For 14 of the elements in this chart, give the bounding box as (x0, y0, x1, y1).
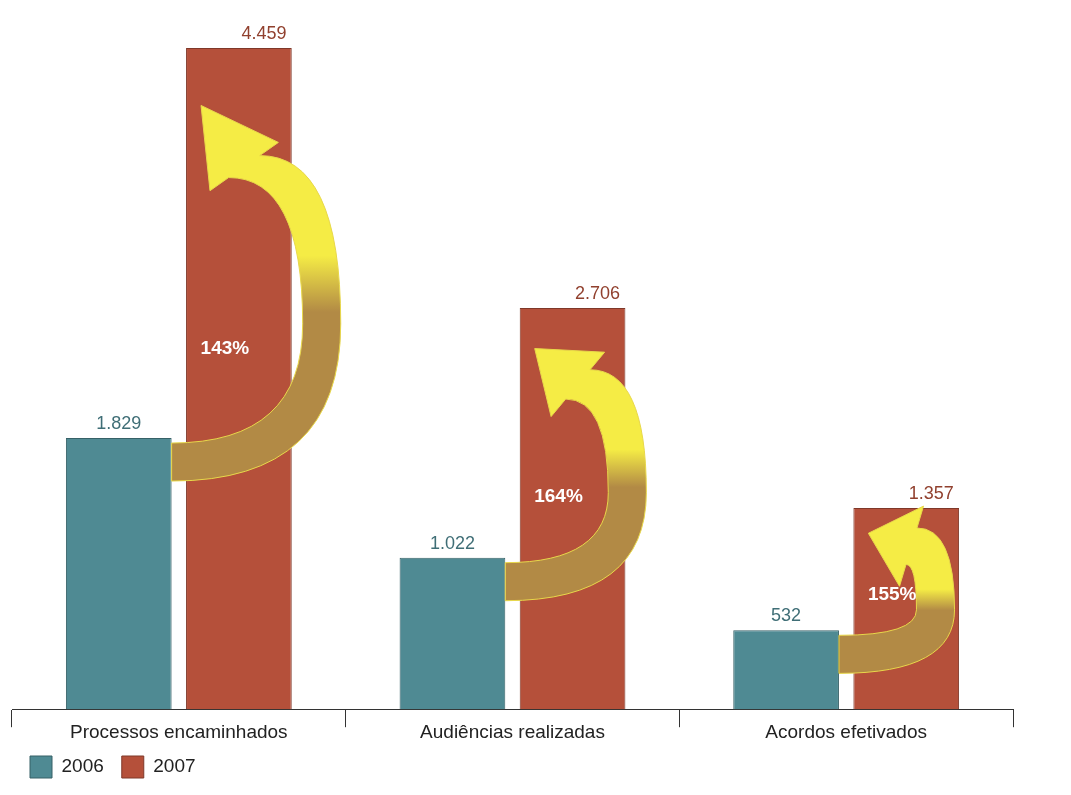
legend-label: 2007 (153, 755, 196, 777)
legend-label: 2006 (61, 755, 104, 777)
data-label: 1.022 (429, 532, 475, 553)
data-label: 2.706 (575, 282, 621, 303)
x-tick-label: Acordos efetivados (765, 720, 927, 742)
x-tick-label: Audiências realizadas (420, 720, 605, 742)
data-label: 1.357 (908, 482, 954, 503)
data-label: 1.829 (96, 412, 142, 433)
data-label: 532 (771, 605, 802, 626)
annotation: 143% (199, 336, 251, 361)
x-tick-label: Processos encaminhados (70, 720, 288, 742)
annotation: 164% (533, 483, 584, 508)
annotation: 155% (866, 581, 918, 606)
data-label: 4.459 (241, 23, 287, 44)
